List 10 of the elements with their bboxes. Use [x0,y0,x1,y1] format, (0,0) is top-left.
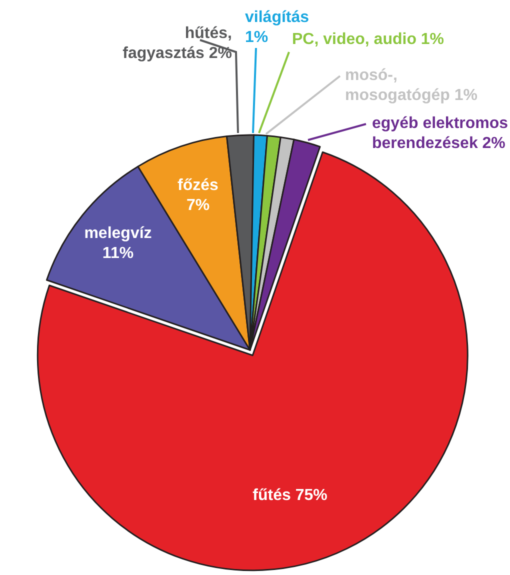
slice-label: PC, video, audio 1% [292,31,444,48]
data-label: 11% [102,245,134,262]
slice-label: melegvíz [84,225,152,242]
slice-label: mosó-, mosogatógép 1% [345,67,478,104]
slice-label: egyéb elektromos berendezések 2% [372,115,508,152]
data-label: 7% [186,197,210,214]
slice-label: fűtés 75% [252,487,328,504]
slice-label: világítás [245,9,310,26]
slice-label: főzés [178,177,219,194]
data-label: 1% [245,29,268,46]
